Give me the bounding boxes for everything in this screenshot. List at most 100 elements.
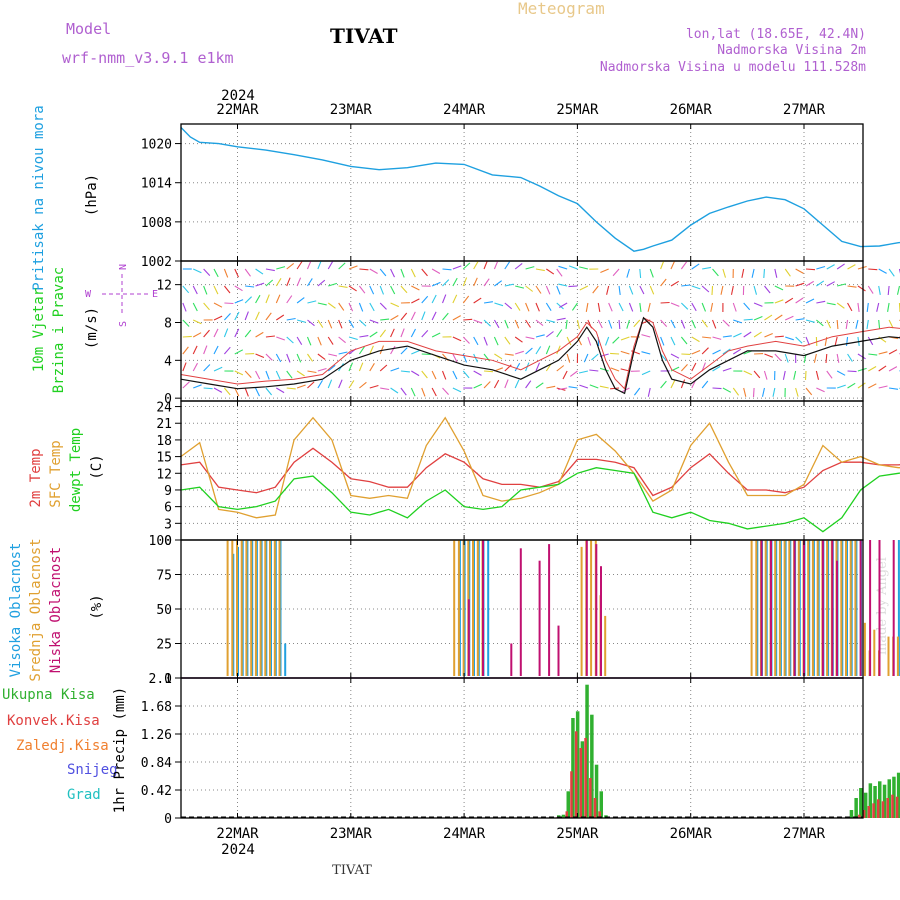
wind-arrow — [888, 319, 894, 329]
cloud-label-mid: Srednja Oblacnost — [28, 538, 44, 681]
wind-arrow — [358, 346, 365, 355]
cloud-mid-bar — [845, 540, 847, 676]
y-tick-label: 0.42 — [141, 784, 172, 799]
temp-label-dewpt: dewpt Temp — [68, 428, 84, 512]
wind-arrow — [307, 370, 317, 374]
temp-label-sfc: SFC Temp — [48, 440, 64, 507]
wind-arrow — [317, 336, 322, 346]
wind-arrow — [234, 268, 240, 278]
wind-arrow — [234, 285, 243, 292]
precip-total-bar — [854, 798, 858, 818]
wind-arrow — [701, 302, 707, 312]
wind-arrow — [463, 318, 473, 321]
cloud-low-bar — [892, 540, 895, 676]
wind-arrow — [327, 319, 333, 329]
cloud-high-bar — [284, 643, 287, 676]
legend-snow: Snijeg — [67, 762, 118, 778]
wind-arrow — [473, 383, 483, 389]
wind-arrow — [265, 335, 275, 338]
cloud-unit: (%) — [89, 594, 105, 619]
wind-arrow — [338, 285, 348, 288]
wind-arrow — [535, 362, 541, 372]
wind-arrow — [576, 319, 580, 329]
wind-arrow — [535, 334, 545, 338]
wind-arrow — [182, 381, 190, 389]
wind-arrow — [626, 319, 630, 329]
precip-conv-bar — [593, 798, 597, 818]
wind-arrow — [203, 268, 211, 276]
cloud-mid-bar — [849, 540, 852, 676]
wind-arrow — [525, 380, 532, 389]
cloud-label-high: Visoka Oblacnost — [8, 543, 24, 678]
top-year-label: 2024 — [221, 88, 255, 104]
station-title: TIVAT — [330, 24, 398, 48]
wind-arrow — [660, 353, 667, 362]
y-tick-label: 1008 — [141, 216, 172, 231]
cloud-mid-bar — [278, 540, 281, 676]
wind-arrow — [255, 282, 265, 287]
wind-arrow — [213, 387, 223, 393]
wind-arrow — [369, 345, 374, 355]
wind-arrow — [515, 350, 524, 355]
compass-rose: N W E S — [85, 264, 158, 327]
wind-arrow — [286, 336, 294, 344]
wind-arrow — [203, 302, 210, 311]
wind-arrow — [286, 387, 296, 390]
wind-arrow — [857, 382, 866, 389]
wind-arrow — [494, 353, 503, 360]
wind-arrow — [348, 319, 355, 328]
y-tick-label: 4 — [164, 354, 172, 369]
wind-arrow — [421, 295, 429, 304]
wind-arrow — [462, 295, 470, 304]
wind-arrow — [317, 380, 323, 389]
bottom-day-label: 27MAR — [783, 826, 826, 842]
wind-arrow — [795, 297, 804, 304]
y-tick-label: 0 — [164, 534, 172, 549]
cloud-low-bar — [519, 548, 522, 676]
wind-arrow — [816, 280, 825, 287]
wind-arrow — [223, 387, 231, 396]
wind-arrow — [504, 379, 509, 389]
wind-arrow — [753, 370, 761, 379]
wind-arrow — [234, 349, 244, 355]
wind-arrow — [296, 261, 303, 270]
legend-hail: Grad — [67, 787, 101, 803]
wind-arrow — [535, 285, 542, 294]
wind-arrow — [234, 370, 244, 376]
wind-arrow — [504, 302, 513, 310]
wind-arrow — [483, 336, 488, 346]
wind-arrow — [410, 328, 416, 338]
wind-arrow — [826, 281, 835, 287]
wind-arrow — [452, 336, 462, 342]
wind-arrow — [649, 285, 655, 295]
wind-arrow — [317, 302, 327, 306]
wind-arrow — [296, 297, 305, 304]
wind-arrow — [795, 318, 805, 321]
wind-arrow — [255, 387, 260, 397]
wind-arrow — [784, 315, 794, 321]
temp-2m-line — [180, 447, 900, 497]
wind-arrow — [764, 353, 774, 358]
wind-arrow — [306, 336, 312, 346]
wind-arrow — [525, 285, 534, 292]
wind-arrow — [494, 280, 503, 287]
wind-arrow — [847, 285, 857, 288]
wind-arrow — [504, 261, 511, 270]
top-day-label: 25MAR — [556, 102, 599, 118]
precip-total-bar — [575, 711, 580, 818]
wind-arrow — [244, 329, 252, 338]
wind-arrow — [244, 387, 249, 397]
cloud-mid-bar — [887, 636, 890, 676]
wind-arrow — [712, 387, 722, 390]
precip-total-bar — [580, 741, 585, 818]
coords-label: lon,lat (18.65E, 42.4N) — [686, 27, 866, 42]
wind-arrow — [348, 265, 358, 270]
wind-arrow — [805, 336, 810, 346]
cloud-low-bar — [467, 599, 470, 676]
wind-arrow — [546, 385, 556, 389]
wind-arrow — [276, 314, 285, 321]
wind-arrow — [816, 319, 824, 327]
wind-arrow — [866, 302, 869, 312]
wind-arrow — [514, 319, 520, 329]
